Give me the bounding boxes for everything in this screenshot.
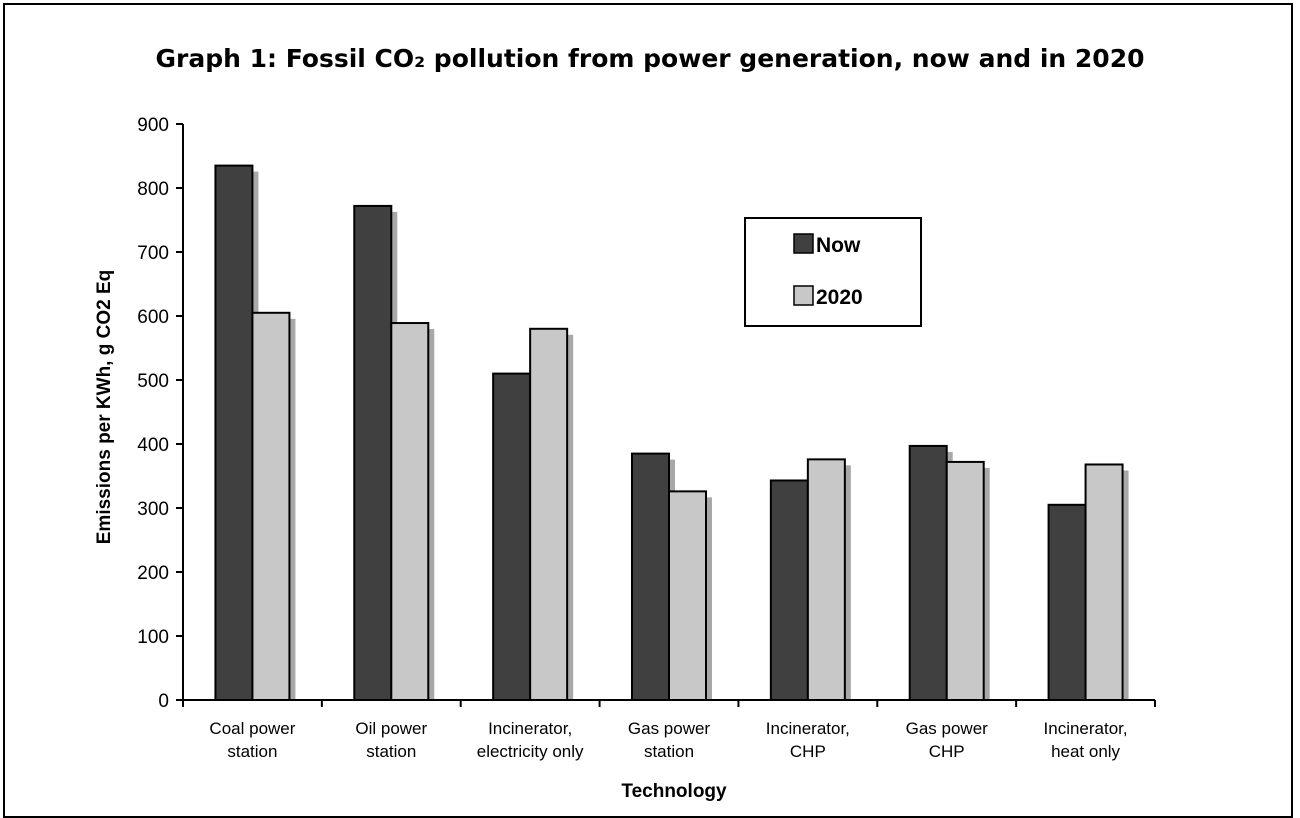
chart-title: Graph 1: Fossil CO₂ pollution from power…	[155, 44, 1145, 73]
x-tick-label: station	[227, 742, 277, 761]
x-tick-label: heat only	[1051, 742, 1120, 761]
x-tick-label: Incinerator,	[488, 719, 572, 738]
y-axis-title: Emissions per KWh, g CO2 Eq	[94, 270, 115, 545]
y-tick-label: 100	[137, 627, 169, 648]
x-tick-label: station	[366, 742, 416, 761]
y-tick-label: 200	[137, 563, 169, 584]
x-tick-label: Incinerator,	[766, 719, 850, 738]
x-tick-label: CHP	[790, 742, 826, 761]
bar-now	[769, 479, 809, 702]
y-tick-label: 700	[137, 243, 169, 264]
x-tick-label: Coal power	[209, 719, 295, 738]
y-tick-label: 300	[137, 499, 169, 520]
bar-now	[908, 444, 948, 702]
legend-label: Now	[816, 234, 861, 257]
legend-box	[744, 217, 922, 327]
legend-label: 2020	[816, 286, 863, 309]
x-tick-label: Gas power	[628, 719, 711, 738]
bar-now	[214, 164, 254, 702]
x-tick-label: electricity only	[477, 742, 584, 761]
y-tick-label: 600	[137, 307, 169, 328]
bar-2020	[390, 322, 430, 701]
bar-now	[353, 204, 393, 701]
legend-swatch	[793, 285, 814, 306]
bar-2020	[529, 327, 569, 701]
y-tick-label: 400	[137, 435, 169, 456]
bar-2020	[251, 311, 291, 701]
bar-2020	[945, 460, 985, 702]
y-tick-label: 800	[137, 179, 169, 200]
axes: 0 100 200 300 400 500 600 700 800 900 Coal power st…	[137, 115, 1156, 761]
bar-now	[492, 372, 532, 701]
bar-now	[1047, 503, 1087, 701]
bar-now	[631, 452, 670, 701]
x-axis-title: Technology	[621, 781, 727, 802]
y-tick-label: 500	[137, 371, 169, 392]
x-tick-label: Incinerator,	[1044, 719, 1128, 738]
bar-2020	[1084, 463, 1124, 702]
y-tick-label: 900	[137, 115, 169, 136]
x-tick-label: station	[644, 742, 694, 761]
x-tick-label: Oil power	[355, 719, 427, 738]
y-tick-label: 0	[158, 691, 169, 712]
plot-area	[214, 164, 1129, 702]
bar-2020	[806, 458, 846, 701]
x-tick-label: Gas power	[906, 719, 989, 738]
legend-swatch	[793, 233, 814, 254]
legend: Now 2020	[744, 217, 922, 327]
x-tick-label: CHP	[929, 742, 965, 761]
bar-2020	[668, 490, 707, 701]
